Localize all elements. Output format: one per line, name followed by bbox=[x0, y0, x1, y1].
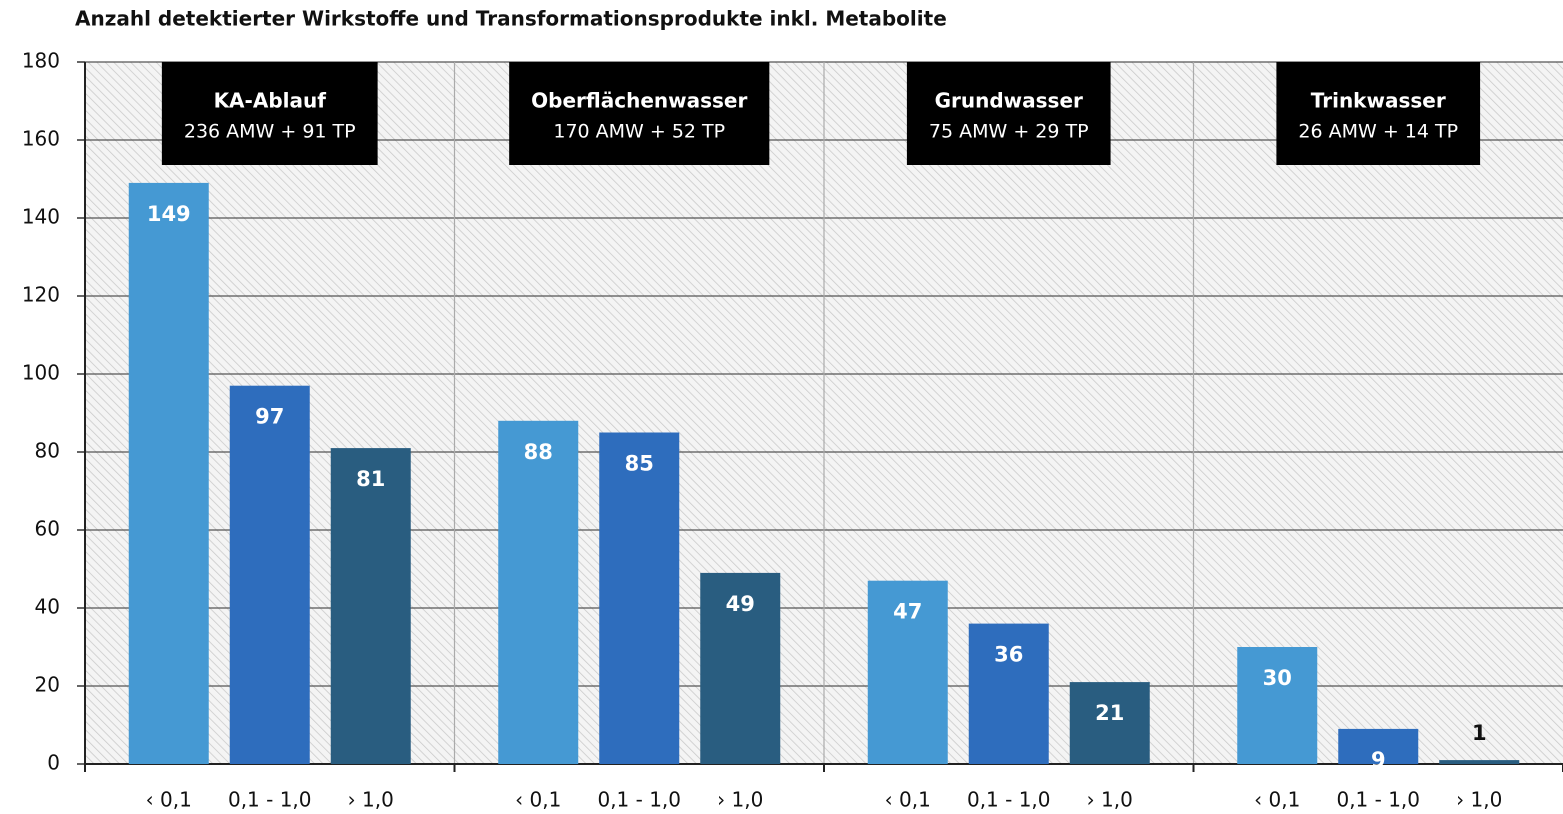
x-tick-label: ‹ 0,1 bbox=[515, 788, 561, 812]
x-tick-label: › 1,0 bbox=[1087, 788, 1133, 812]
bar bbox=[1237, 647, 1318, 764]
x-tick-label: 0,1 - 1,0 bbox=[967, 788, 1051, 812]
bar bbox=[330, 448, 411, 764]
value-label: 149 bbox=[147, 202, 191, 226]
x-tick-label: ‹ 0,1 bbox=[1254, 788, 1300, 812]
x-tick-label: › 1,0 bbox=[1456, 788, 1502, 812]
group-label: Trinkwasser bbox=[1311, 89, 1446, 113]
x-tick-label: › 1,0 bbox=[717, 788, 763, 812]
chart-title: Anzahl detektierter Wirkstoffe und Trans… bbox=[75, 7, 947, 31]
bar bbox=[599, 432, 680, 764]
value-label: 1 bbox=[1472, 721, 1487, 745]
value-label: 36 bbox=[994, 643, 1023, 667]
value-label: 49 bbox=[726, 592, 755, 616]
y-tick-label: 140 bbox=[22, 205, 60, 229]
bar bbox=[1338, 728, 1419, 764]
y-tick-label: 60 bbox=[35, 517, 60, 541]
y-tick-label: 80 bbox=[35, 439, 60, 463]
x-tick-label: ‹ 0,1 bbox=[885, 788, 931, 812]
x-tick-label: 0,1 - 1,0 bbox=[1336, 788, 1420, 812]
value-label: 97 bbox=[255, 405, 284, 429]
y-tick-label: 160 bbox=[22, 127, 60, 151]
bar bbox=[498, 420, 579, 764]
group-detail: 170 AMW + 52 TP bbox=[553, 121, 725, 143]
value-label: 30 bbox=[1263, 666, 1292, 690]
x-tick-label: ‹ 0,1 bbox=[146, 788, 192, 812]
y-tick-label: 180 bbox=[22, 49, 60, 73]
bar bbox=[128, 182, 209, 764]
value-label: 85 bbox=[625, 452, 654, 476]
y-tick-label: 100 bbox=[22, 361, 60, 385]
bar bbox=[700, 572, 781, 764]
y-tick-label: 120 bbox=[22, 283, 60, 307]
group-label: Grundwasser bbox=[935, 89, 1083, 113]
group-label-box bbox=[161, 62, 378, 165]
value-label: 21 bbox=[1095, 701, 1124, 725]
value-label: 9 bbox=[1371, 748, 1386, 772]
bar bbox=[1439, 760, 1520, 764]
group-label-box bbox=[906, 62, 1111, 165]
x-tick-label: › 1,0 bbox=[348, 788, 394, 812]
y-tick-label: 40 bbox=[35, 595, 60, 619]
value-label: 81 bbox=[356, 467, 385, 491]
group-label: KA-Ablauf bbox=[214, 89, 327, 113]
group-detail: 75 AMW + 29 TP bbox=[929, 121, 1089, 143]
x-tick-label: 0,1 - 1,0 bbox=[597, 788, 681, 812]
bar bbox=[1069, 682, 1150, 764]
bar bbox=[968, 623, 1049, 764]
value-label: 88 bbox=[524, 440, 553, 464]
group-label: Oberflächenwasser bbox=[531, 89, 747, 113]
y-tick-label: 20 bbox=[35, 673, 60, 697]
group-label-box bbox=[509, 62, 770, 165]
group-detail: 26 AMW + 14 TP bbox=[1298, 121, 1458, 143]
bar bbox=[229, 385, 310, 764]
x-tick-label: 0,1 - 1,0 bbox=[228, 788, 312, 812]
group-label-box bbox=[1276, 62, 1481, 165]
bar bbox=[867, 580, 948, 764]
group-detail: 236 AMW + 91 TP bbox=[184, 121, 356, 143]
value-label: 47 bbox=[893, 600, 922, 624]
y-tick-label: 0 bbox=[47, 751, 60, 775]
